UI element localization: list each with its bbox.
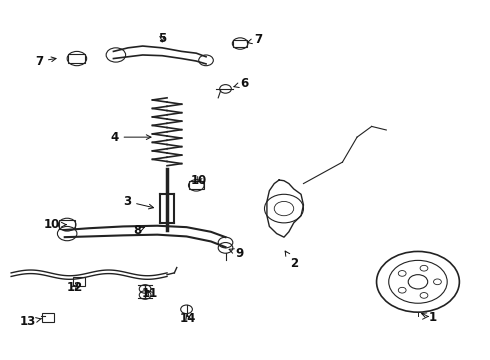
- Text: 2: 2: [285, 251, 298, 270]
- Bar: [73, 277, 85, 286]
- Text: 12: 12: [66, 281, 83, 294]
- Text: 8: 8: [134, 224, 145, 237]
- Bar: [233, 40, 247, 48]
- Bar: [189, 181, 203, 189]
- Text: 5: 5: [158, 32, 166, 45]
- Text: 1: 1: [421, 311, 437, 324]
- Bar: [69, 54, 85, 63]
- Bar: [42, 313, 54, 322]
- Text: 3: 3: [123, 195, 153, 209]
- Bar: [59, 220, 75, 229]
- Text: 10: 10: [191, 174, 207, 186]
- Text: 10: 10: [44, 218, 66, 231]
- Text: 7: 7: [35, 55, 56, 68]
- Text: 7: 7: [247, 33, 263, 46]
- Text: 13: 13: [20, 315, 42, 328]
- Text: 6: 6: [234, 77, 248, 90]
- Text: 9: 9: [229, 247, 243, 260]
- Text: 14: 14: [180, 312, 196, 325]
- Text: 11: 11: [142, 287, 158, 300]
- Text: 4: 4: [110, 131, 151, 144]
